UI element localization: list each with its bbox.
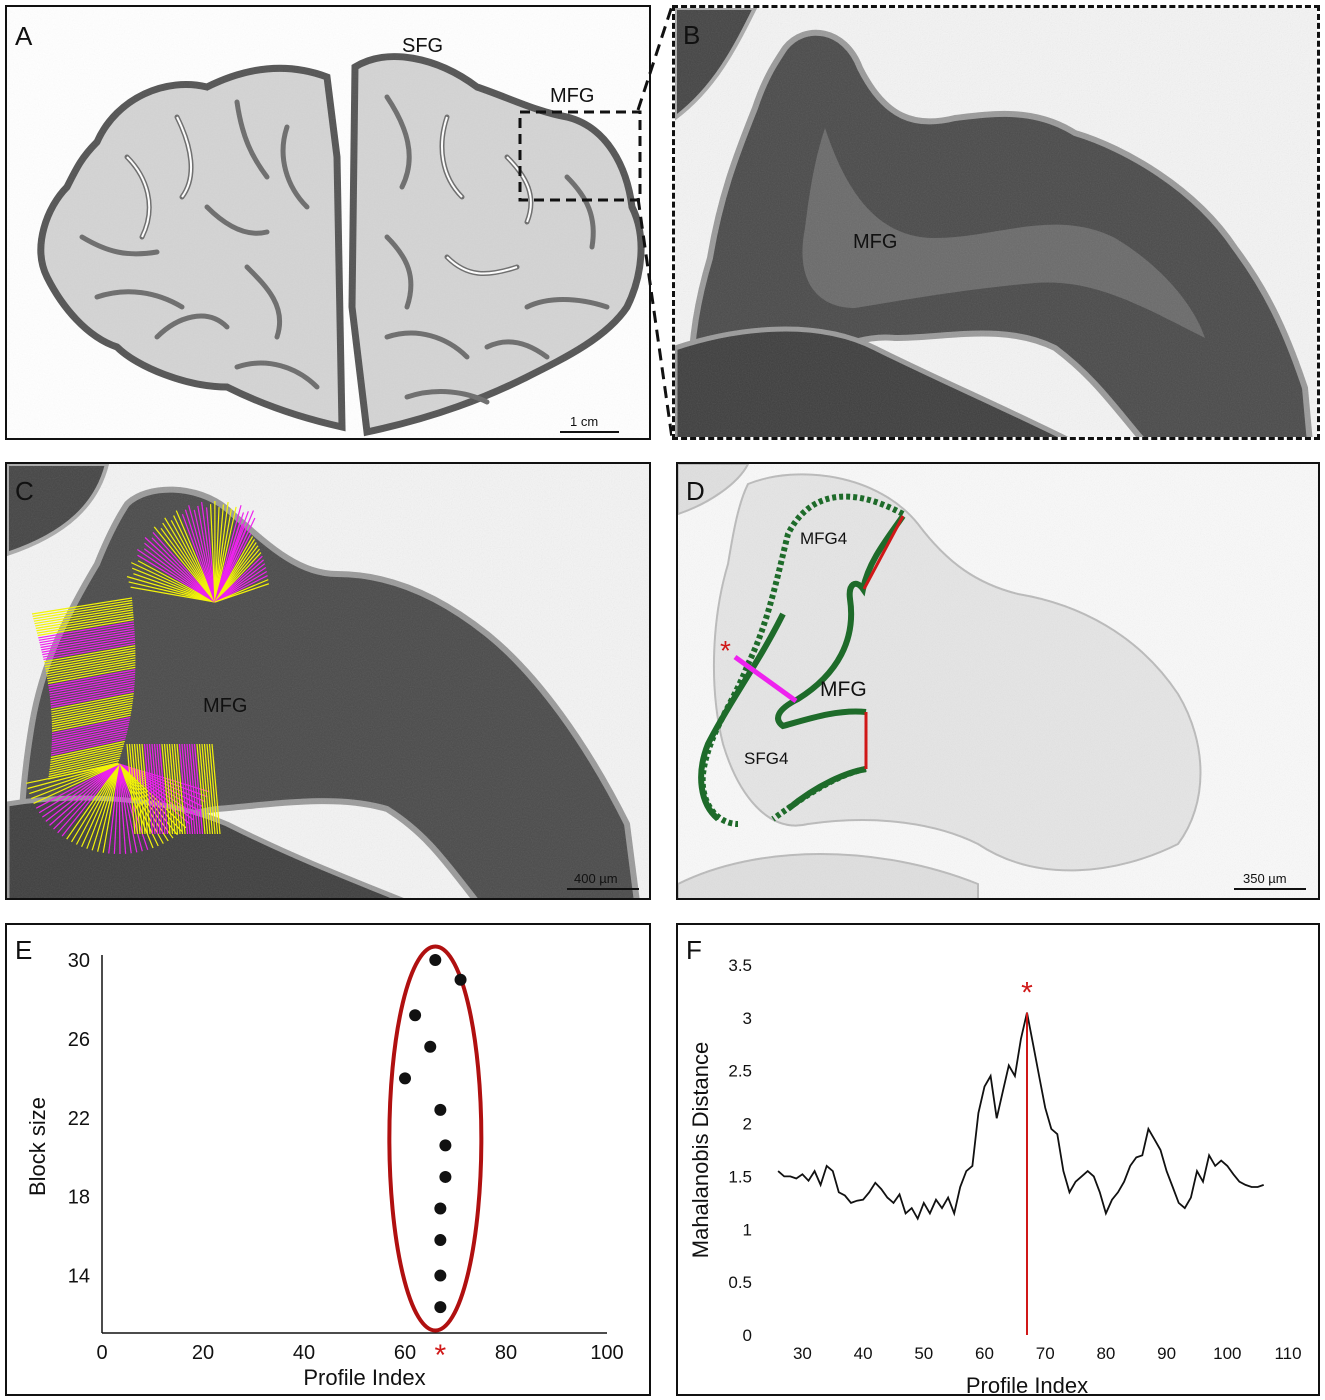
mfg-label: MFG <box>820 678 867 701</box>
panel-label-f: F <box>686 935 702 965</box>
x-tick-label: 50 <box>914 1344 933 1363</box>
data-point <box>399 1072 411 1085</box>
mfg4-outline-solid <box>775 514 906 730</box>
data-point <box>439 1139 452 1152</box>
mfg-zoom-image: MFG <box>675 8 1317 437</box>
panel-label-e: E <box>15 935 33 965</box>
profile-lines-image: MFG 400 µm <box>7 464 649 898</box>
x-axis-label: Profile Index <box>303 1365 425 1390</box>
x-tick-label: 60 <box>975 1344 994 1363</box>
cluster-ellipse <box>387 944 484 1333</box>
y-tick-label: 18 <box>68 1187 90 1209</box>
mahalanobis-series-line <box>777 1012 1264 1221</box>
mfg4-boundary <box>862 515 905 590</box>
data-point <box>424 1040 437 1053</box>
panel-label-d: D <box>686 476 705 506</box>
mfg-label: MFG <box>853 231 897 253</box>
left-outline <box>698 612 786 822</box>
x-tick-label: 110 <box>1274 1344 1301 1363</box>
traced-region-image: * MFG4 MFG SFG4 350 µm <box>678 464 1318 898</box>
data-point <box>434 1234 447 1247</box>
inset-box <box>518 110 642 202</box>
y-tick-label: 0.5 <box>728 1273 752 1292</box>
y-tick-label: 1.5 <box>728 1167 752 1186</box>
transition-line <box>733 654 798 704</box>
y-tick-label: 30 <box>68 950 90 972</box>
panel-f: 30 40 50 60 70 80 90 100 110 0 0.5 1 1.5 2 2.5 3 3.5 Prof… <box>676 923 1320 1396</box>
x-tick-label: 30 <box>793 1344 812 1363</box>
mfg-label: MFG <box>203 695 247 717</box>
y-tick-label: 2 <box>743 1115 752 1134</box>
y-tick-label: 2.5 <box>728 1062 752 1081</box>
panel-d: * MFG4 MFG SFG4 350 µm D <box>676 462 1320 900</box>
scale-bar-label: 400 µm <box>574 871 618 886</box>
panel-e: 0 20 40 60 80 100 14 18 22 26 30 Profile Index Block… <box>5 923 651 1396</box>
y-tick-label: 0 <box>743 1326 752 1345</box>
data-point <box>409 1009 422 1022</box>
data-point <box>434 1269 447 1282</box>
x-tick-label: 40 <box>854 1344 873 1363</box>
zoom-connector-lines <box>636 5 674 439</box>
scale-bar-label: 1 cm <box>570 414 598 429</box>
sfg4-label: SFG4 <box>744 749 788 768</box>
x-tick-label: 80 <box>1096 1344 1115 1363</box>
mfg4-outline <box>699 493 905 827</box>
y-tick-label: 14 <box>68 1266 90 1288</box>
panel-c: MFG 400 µm C <box>5 462 651 900</box>
y-tick-label: 26 <box>68 1029 90 1051</box>
y-axis-label: Mahalanobis Distance <box>688 1042 713 1258</box>
block-size-scatter-chart: 0 20 40 60 80 100 14 18 22 26 30 Profile Index Block… <box>25 944 624 1390</box>
x-tick-label: 20 <box>192 1342 214 1364</box>
bottom-outline <box>786 766 867 812</box>
scale-bar-label: 350 µm <box>1243 871 1287 886</box>
brain-section-image: SFG MFG 1 cm <box>7 7 649 438</box>
panel-label-a: A <box>15 21 33 51</box>
y-tick-label: 22 <box>68 1108 90 1130</box>
y-tick-label: 3.5 <box>728 956 752 975</box>
x-tick-label: 70 <box>1036 1344 1055 1363</box>
sfg-label: SFG <box>402 35 443 57</box>
x-tick-label: 80 <box>495 1342 517 1364</box>
x-tick-label: 100 <box>590 1342 623 1364</box>
data-point <box>429 954 442 966</box>
y-tick-label: 3 <box>743 1009 752 1028</box>
mahalanobis-line-chart: 30 40 50 60 70 80 90 100 110 0 0.5 1 1.5 2 2.5 3 3.5 Prof… <box>688 956 1302 1396</box>
y-tick-label: 1 <box>743 1220 752 1239</box>
x-tick-label: 40 <box>293 1342 315 1364</box>
mfg4-label: MFG4 <box>800 529 847 548</box>
x-tick-label: 60 <box>394 1342 416 1364</box>
panel-label-c: C <box>15 476 34 506</box>
data-point <box>434 1202 447 1215</box>
data-point <box>434 1301 447 1314</box>
x-tick-label: 90 <box>1157 1344 1176 1363</box>
x-tick-label: 100 <box>1213 1344 1241 1363</box>
data-point <box>434 1103 447 1116</box>
mfg-label: MFG <box>550 85 594 107</box>
data-point <box>439 1170 452 1183</box>
highlight-marker: * <box>435 1339 447 1372</box>
panel-a: SFG MFG 1 cm A <box>5 5 651 440</box>
x-tick-label: 0 <box>96 1342 107 1364</box>
peak-marker: * <box>1021 977 1033 1010</box>
panel-b: MFG B <box>672 5 1320 440</box>
transition-marker: * <box>720 635 731 666</box>
x-axis-label: Profile Index <box>966 1373 1088 1396</box>
data-point <box>454 973 467 986</box>
y-axis-label: Block size <box>25 1097 50 1196</box>
panel-label-b: B <box>683 20 701 50</box>
profile-lines <box>26 500 270 855</box>
